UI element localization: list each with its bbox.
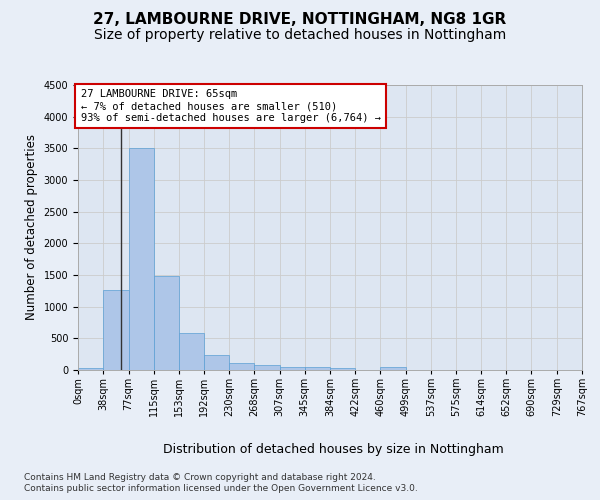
Text: Contains HM Land Registry data © Crown copyright and database right 2024.: Contains HM Land Registry data © Crown c… xyxy=(24,472,376,482)
Bar xyxy=(305,367,331,370)
Text: 27, LAMBOURNE DRIVE, NOTTINGHAM, NG8 1GR: 27, LAMBOURNE DRIVE, NOTTINGHAM, NG8 1GR xyxy=(94,12,506,28)
Text: Distribution of detached houses by size in Nottingham: Distribution of detached houses by size … xyxy=(163,442,503,456)
Bar xyxy=(254,365,280,370)
Bar xyxy=(331,368,355,370)
Bar xyxy=(280,367,305,370)
Text: Size of property relative to detached houses in Nottingham: Size of property relative to detached ho… xyxy=(94,28,506,42)
Bar xyxy=(380,368,406,370)
Bar xyxy=(204,355,229,370)
Bar xyxy=(229,362,254,370)
Text: Contains public sector information licensed under the Open Government Licence v3: Contains public sector information licen… xyxy=(24,484,418,493)
Text: 27 LAMBOURNE DRIVE: 65sqm
← 7% of detached houses are smaller (510)
93% of semi-: 27 LAMBOURNE DRIVE: 65sqm ← 7% of detach… xyxy=(80,90,380,122)
Bar xyxy=(103,290,128,370)
Bar xyxy=(179,334,204,370)
Bar xyxy=(154,276,179,370)
Bar xyxy=(78,368,103,370)
Bar xyxy=(128,148,154,370)
Y-axis label: Number of detached properties: Number of detached properties xyxy=(25,134,38,320)
